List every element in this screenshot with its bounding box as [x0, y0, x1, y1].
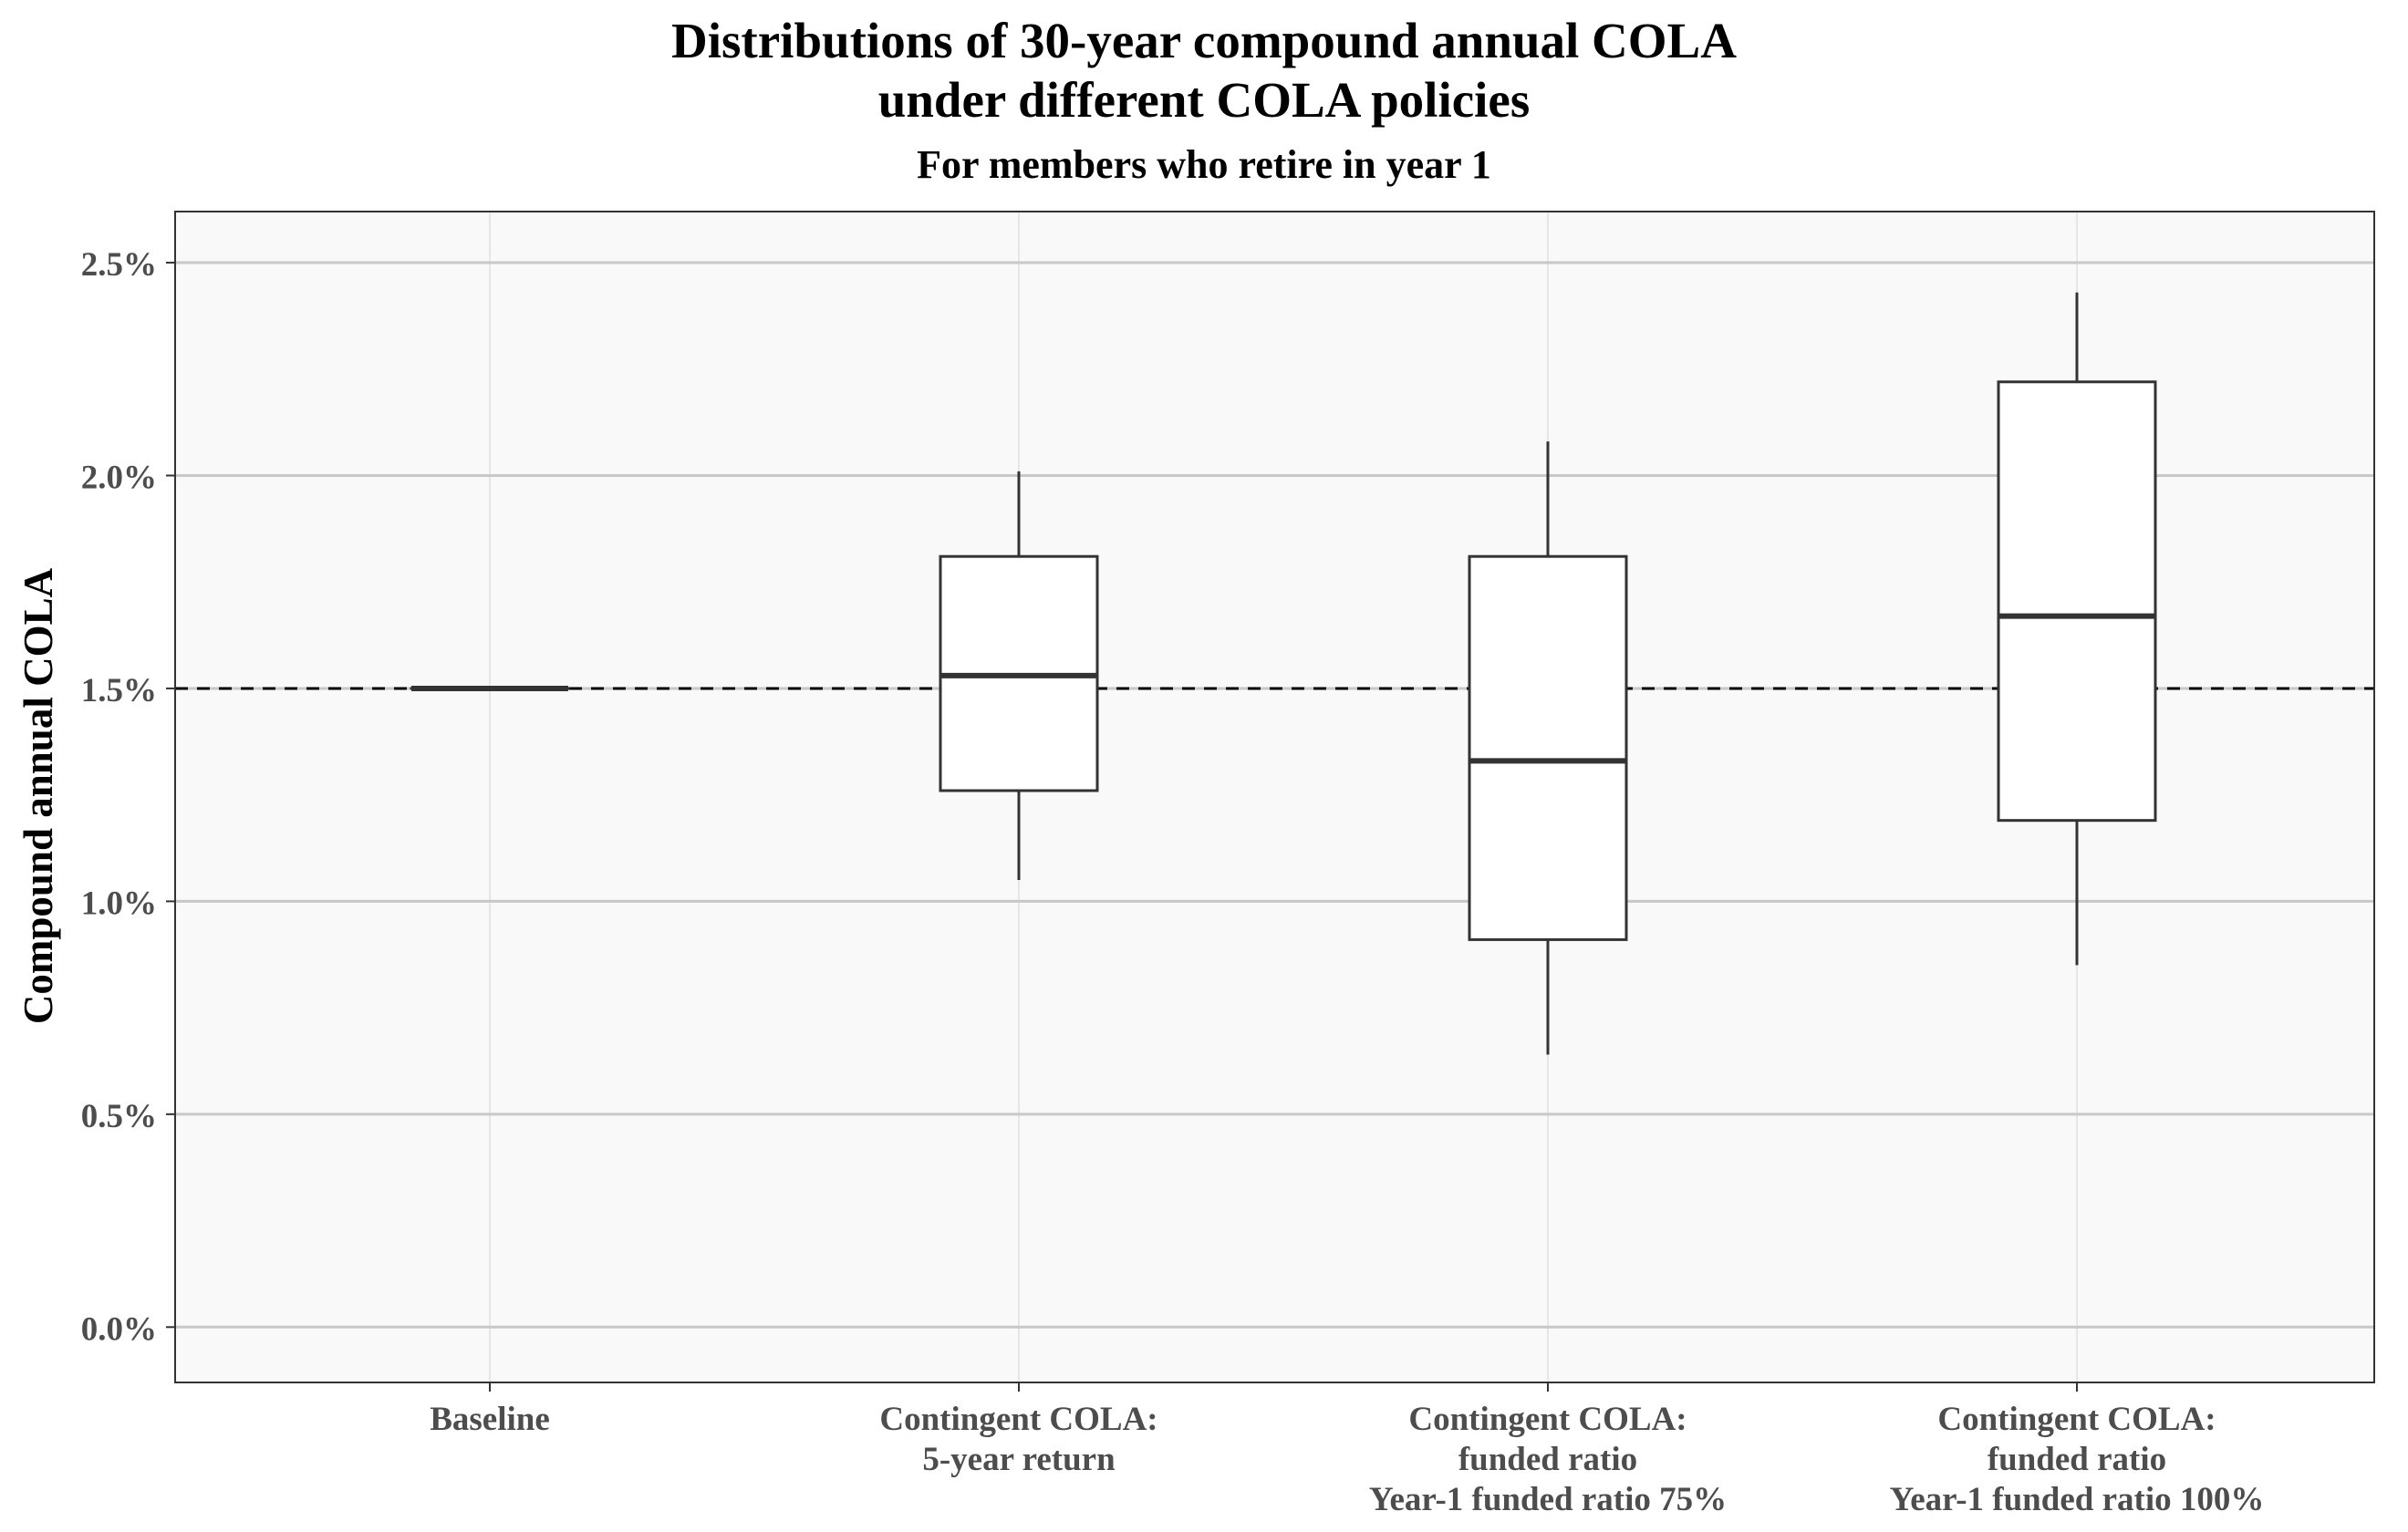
y-tick-label: 2.5% — [81, 246, 157, 284]
y-tick-label: 0.5% — [81, 1098, 157, 1135]
x-tick-label: Contingent COLA: — [1937, 1401, 2216, 1438]
y-tick-label: 1.5% — [81, 672, 157, 709]
chart-title: Distributions of 30-year compound annual… — [0, 11, 2408, 129]
y-axis-label: Compound annual COLA — [16, 567, 61, 1024]
box-iqr — [1468, 554, 1628, 941]
x-tick-label: Year-1 funded ratio 100% — [1890, 1481, 2265, 1518]
x-tick-label: Contingent COLA: — [1408, 1401, 1687, 1438]
plot-border — [174, 211, 2375, 1383]
y-tick-label: 2.0% — [81, 459, 157, 496]
y-axis-label-group: Compound annual COLA — [16, 567, 61, 1024]
x-tick-label: funded ratio — [1988, 1441, 2166, 1478]
x-tick-label: Year-1 funded ratio 75% — [1369, 1481, 1727, 1518]
x-tick-label: funded ratio — [1458, 1441, 1637, 1478]
y-tick-label: 1.0% — [81, 885, 157, 922]
box-iqr — [1997, 380, 2157, 823]
chart-subtitle: For members who retire in year 1 — [917, 142, 1491, 187]
x-tick-label: Baseline — [430, 1401, 550, 1438]
chart-title-line-2: under different COLA policies — [877, 72, 1531, 128]
x-tick-label: 5-year return — [922, 1441, 1116, 1478]
x-tick-label: Contingent COLA: — [879, 1401, 1157, 1438]
chart-title-line-1: Distributions of 30-year compound annual… — [671, 13, 1737, 68]
y-tick-label: 0.0% — [81, 1310, 157, 1348]
